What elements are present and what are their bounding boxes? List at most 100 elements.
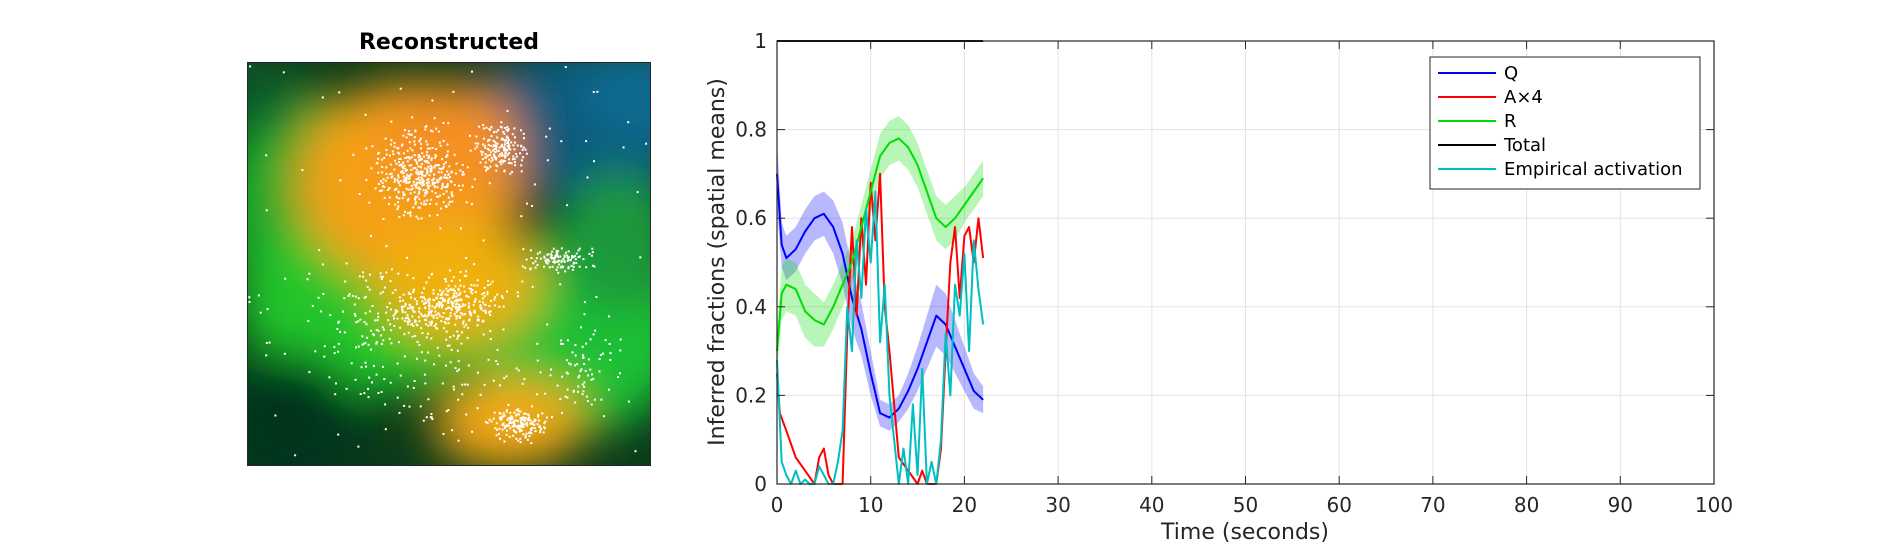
heatmap-point — [407, 188, 410, 191]
heatmap-point — [257, 294, 260, 297]
heatmap-point — [516, 144, 519, 147]
heatmap-point — [419, 312, 422, 315]
heatmap-point — [444, 186, 447, 189]
heatmap-point — [500, 418, 503, 421]
heatmap-point — [379, 292, 382, 295]
heatmap-point — [498, 412, 501, 414]
heatmap-point — [410, 168, 413, 171]
heatmap-point — [427, 165, 430, 168]
heatmap-point — [536, 423, 539, 426]
heatmap-point — [561, 411, 564, 414]
heatmap-point — [418, 159, 421, 162]
heatmap-point — [500, 295, 503, 298]
heatmap-point — [431, 305, 434, 308]
heatmap-point — [306, 278, 309, 281]
heatmap-point — [383, 378, 386, 381]
heatmap-point — [442, 290, 445, 293]
heatmap-point — [413, 310, 416, 313]
heatmap-point — [434, 310, 437, 313]
heatmap-point — [421, 152, 424, 155]
heatmap-point — [585, 395, 588, 398]
heatmap-point — [489, 283, 492, 286]
heatmap-point — [433, 299, 435, 301]
heatmap-point — [515, 155, 518, 158]
heatmap-point — [395, 162, 398, 165]
heatmap-point — [592, 91, 595, 93]
heatmap-point — [409, 211, 412, 214]
heatmap-point — [418, 206, 421, 209]
heatmap-point — [435, 323, 437, 326]
heatmap-point — [402, 305, 405, 308]
y-tick-label: 0.8 — [735, 118, 767, 142]
heatmap-point — [459, 271, 462, 273]
heatmap-point — [437, 293, 440, 296]
heatmap-point — [382, 328, 385, 331]
heatmap-point — [487, 279, 490, 282]
heatmap-point — [418, 155, 421, 158]
heatmap-point — [420, 176, 423, 179]
heatmap-point — [426, 299, 429, 302]
heatmap-point — [426, 191, 429, 193]
heatmap-point — [487, 138, 490, 141]
heatmap-point — [492, 417, 495, 420]
x-tick-label: 100 — [1695, 493, 1733, 517]
heatmap-point — [383, 186, 386, 188]
heatmap-point — [500, 417, 503, 420]
heatmap-point — [470, 203, 473, 206]
heatmap-point — [523, 412, 526, 415]
heatmap-point — [430, 129, 433, 132]
heatmap-point — [543, 422, 546, 425]
heatmap-point — [521, 422, 523, 425]
heatmap-point — [456, 315, 459, 318]
heatmap-point — [427, 324, 430, 327]
heatmap-point — [567, 267, 570, 270]
heatmap-point — [459, 291, 462, 294]
heatmap-point — [509, 417, 512, 420]
heatmap-point — [339, 330, 342, 333]
heatmap-point — [381, 326, 384, 329]
band-q — [777, 138, 984, 431]
heatmap-point — [447, 322, 450, 325]
heatmap-point — [531, 205, 533, 207]
heatmap-point — [497, 149, 500, 152]
heatmap-point — [408, 405, 411, 408]
heatmap-point — [513, 157, 516, 160]
heatmap-point — [558, 259, 561, 262]
heatmap-point — [403, 404, 406, 407]
heatmap-point — [555, 251, 558, 254]
heatmap-point — [411, 335, 414, 338]
heatmap-point — [494, 145, 497, 148]
heatmap-point — [596, 90, 599, 93]
heatmap-point — [526, 438, 529, 441]
heatmap-point — [539, 429, 542, 432]
heatmap-point — [394, 178, 396, 181]
heatmap-point — [447, 409, 450, 411]
heatmap-point — [447, 290, 450, 293]
heatmap-point — [524, 412, 527, 415]
heatmap-point — [454, 305, 457, 308]
heatmap-point — [402, 134, 405, 137]
heatmap-point — [439, 297, 442, 300]
heatmap-point — [503, 148, 506, 151]
heatmap-point — [481, 143, 484, 146]
heatmap-point — [414, 197, 417, 200]
heatmap-point — [419, 405, 422, 408]
heatmap-point — [566, 339, 569, 342]
heatmap-point — [447, 306, 450, 309]
heatmap-point — [479, 308, 482, 311]
heatmap-point — [496, 428, 498, 431]
heatmap-point — [416, 162, 418, 165]
heatmap-point — [457, 299, 460, 302]
heatmap-point — [448, 165, 451, 168]
heatmap-point — [579, 370, 582, 373]
heatmap-point — [566, 256, 569, 259]
heatmap-point — [449, 312, 452, 314]
heatmap-point — [385, 173, 388, 175]
heatmap-point — [529, 419, 532, 422]
heatmap-point — [352, 153, 355, 156]
heatmap-point — [428, 184, 431, 187]
heatmap-point — [404, 129, 406, 132]
heatmap-point — [445, 308, 448, 310]
heatmap-point — [522, 156, 525, 159]
heatmap-point — [478, 125, 481, 128]
